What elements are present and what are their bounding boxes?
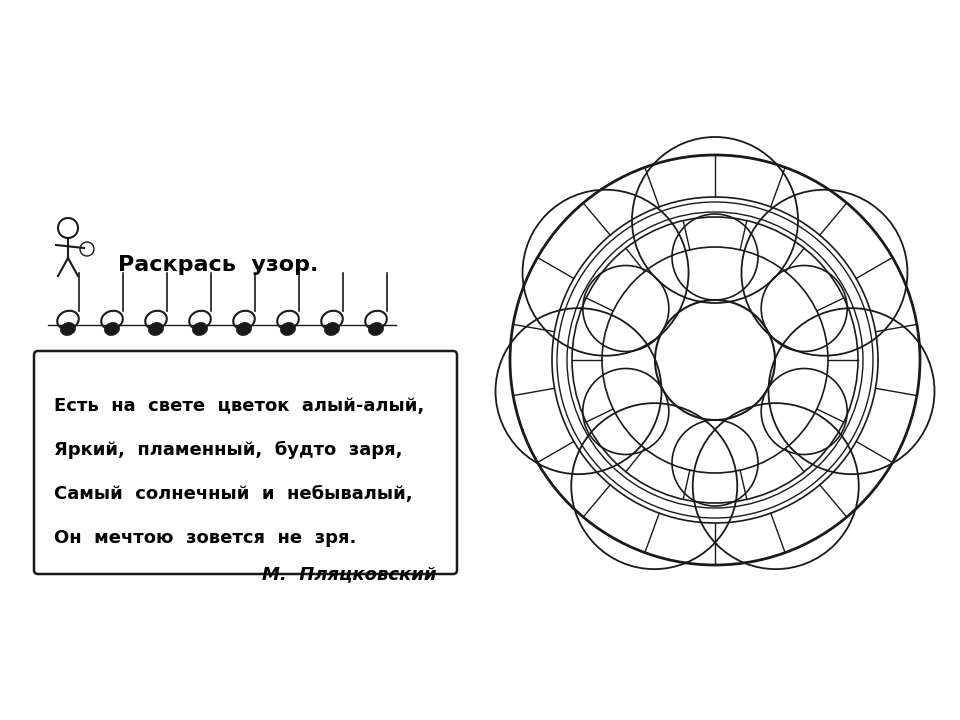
Ellipse shape <box>105 323 120 336</box>
Text: Есть  на  свете  цветок  алый-алый,: Есть на свете цветок алый-алый, <box>54 397 424 415</box>
Text: Он  мечтою  зовется  не  зря.: Он мечтою зовется не зря. <box>54 529 356 547</box>
FancyBboxPatch shape <box>34 351 457 574</box>
Text: Яркий,  пламенный,  будто  заря,: Яркий, пламенный, будто заря, <box>54 441 402 459</box>
Ellipse shape <box>236 323 252 336</box>
Ellipse shape <box>324 323 340 336</box>
Ellipse shape <box>192 323 207 336</box>
Ellipse shape <box>149 323 163 336</box>
Ellipse shape <box>369 323 384 336</box>
Ellipse shape <box>280 323 296 336</box>
Text: М.  Пляцковский: М. Пляцковский <box>262 565 437 583</box>
Text: Самый  солнечный  и  небывалый,: Самый солнечный и небывалый, <box>54 485 413 503</box>
Ellipse shape <box>60 323 76 336</box>
Text: Раскрась  узор.: Раскрась узор. <box>118 255 319 275</box>
